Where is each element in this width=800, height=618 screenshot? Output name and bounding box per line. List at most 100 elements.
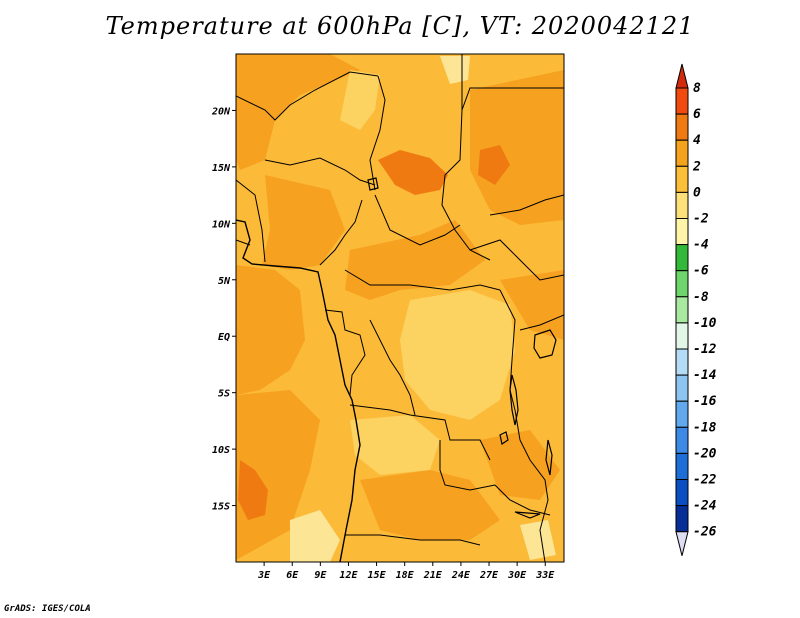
lat-tick-label: EQ	[218, 332, 230, 343]
lake-tanganyika-icon	[509, 374, 519, 426]
colorbar-swatch	[675, 296, 689, 324]
lat-tick-label: 15N	[212, 163, 231, 174]
colorbar-swatch	[675, 374, 689, 402]
colorbar-swatch	[675, 348, 689, 376]
warm-region-southeast	[480, 430, 560, 500]
border-ethiopia	[489, 194, 564, 216]
colorbar-label: 8	[693, 81, 701, 96]
lakes	[367, 177, 557, 519]
colorbar-label: -24	[693, 499, 717, 514]
cool-region-congo	[400, 290, 515, 420]
border-cameroon-nigeria	[319, 199, 363, 266]
lon-tick-label: 3E	[257, 570, 271, 581]
colorbar-label: -8	[693, 290, 709, 305]
lon-tick-label: 9E	[314, 570, 327, 581]
colorbar-label: -12	[693, 342, 717, 357]
lon-tick-label: 18E	[396, 570, 415, 581]
colorbar-label: -4	[693, 238, 709, 253]
lon-tick-label: 21E	[423, 570, 443, 581]
lake-chad-icon	[367, 177, 379, 191]
lon-tick-label: 30E	[507, 570, 527, 581]
colorbar-label: -2	[693, 212, 709, 227]
colorbar-label: 2	[692, 159, 701, 174]
colorbar-bottom-arrow	[675, 531, 689, 556]
border-mali-algeria	[236, 71, 379, 121]
lat-tick-label: 20N	[211, 106, 231, 117]
border-namibia	[345, 534, 481, 546]
colorbar-swatch	[675, 218, 689, 246]
border-gabon-congo	[324, 309, 366, 396]
warm-region-central	[345, 220, 485, 300]
colorbar: 8 6 4 2 0 -2 -4 -6 -8 -10 -12 -14 -16 -18 -20 -22 -24 -26	[675, 63, 717, 556]
lon-tick-label: 27E	[479, 570, 499, 581]
border-westafrica	[236, 179, 266, 263]
border-zambia-south	[494, 484, 551, 516]
lon-tick-label: 6E	[286, 570, 299, 581]
border-congo-drc	[369, 319, 416, 416]
map-title: Temperature at 600hPa [C], VT: 202004212…	[105, 12, 695, 40]
colorbar-label: -10	[693, 316, 717, 331]
border-car-drc	[344, 269, 501, 291]
colorbar-swatch	[675, 87, 689, 115]
warm-region-south	[360, 470, 500, 540]
colorbar-label: -20	[693, 446, 717, 461]
border-angola-zambia	[439, 440, 496, 491]
lon-tick-label: 15E	[368, 570, 387, 581]
border-angola-drc	[349, 404, 491, 461]
colorbar-swatch	[675, 479, 689, 507]
country-borders	[236, 54, 564, 562]
colorbar-label: 0	[693, 185, 701, 200]
colorbar-label: -6	[693, 264, 709, 279]
colorbar-swatch	[675, 244, 689, 272]
colorbar-label: -22	[693, 473, 717, 488]
lat-tick-label: 10S	[212, 445, 230, 456]
border-sudan-southsudan	[469, 239, 564, 281]
colorbar-label: -16	[693, 394, 717, 409]
coastline	[236, 219, 361, 562]
lake-mweru-icon	[499, 431, 509, 445]
hot-core-chad	[378, 150, 448, 195]
temperature-field	[236, 54, 564, 562]
warm-region-east	[470, 70, 564, 225]
border-egypt-sudan	[461, 54, 564, 111]
warm-region-southwest	[236, 390, 320, 560]
warm-region-gulf	[236, 265, 305, 395]
hot-core-sudan	[478, 145, 510, 185]
border-westafrica-2	[236, 239, 251, 246]
colorbar-swatch	[675, 400, 689, 428]
longitude-axis: 3E 6E 9E 12E 15E 18E 21E 24E 27E 30E 33E	[257, 562, 555, 581]
colorbar-label: -26	[693, 525, 717, 540]
colorbar-top-arrow	[675, 63, 689, 89]
lon-tick-label: 33E	[535, 570, 555, 581]
lat-tick-label: 10N	[212, 219, 231, 230]
colorbar-swatch	[675, 426, 689, 454]
colorbar-label: 6	[693, 107, 701, 122]
cooler-region-south	[290, 510, 340, 562]
lat-tick-label: 5N	[218, 276, 231, 287]
colorbar-label: 4	[693, 133, 701, 148]
border-drc-east	[499, 289, 521, 441]
lake-victoria-icon	[533, 329, 557, 359]
lon-tick-label: 12E	[339, 570, 358, 581]
colorbar-swatch	[675, 322, 689, 350]
colorbar-swatch	[675, 113, 689, 141]
lat-tick-label: 15S	[212, 502, 230, 513]
colorbar-label: -14	[693, 368, 717, 383]
border-nigeria-niger	[264, 157, 376, 186]
lat-tick-label: 5S	[218, 389, 230, 400]
colorbar-swatch	[675, 139, 689, 167]
colorbar-label: -18	[693, 420, 717, 435]
warm-region-ethiopia	[500, 270, 564, 340]
map-frame	[235, 53, 565, 563]
border-mozambique	[519, 439, 549, 562]
lake-malawi-icon	[545, 439, 553, 476]
lon-tick-label: 24E	[451, 570, 471, 581]
latitude-axis: 20N 15N 10N 5N EQ 5S 10S 15S	[211, 106, 236, 513]
colorbar-swatch	[675, 452, 689, 480]
colorbar-swatch	[675, 270, 689, 298]
lake-kariba-icon	[514, 511, 541, 519]
warm-region-nigeria	[262, 175, 345, 270]
cool-region-libya	[340, 70, 380, 130]
colorbar-swatch	[675, 165, 689, 193]
border-car-chad	[374, 194, 461, 246]
